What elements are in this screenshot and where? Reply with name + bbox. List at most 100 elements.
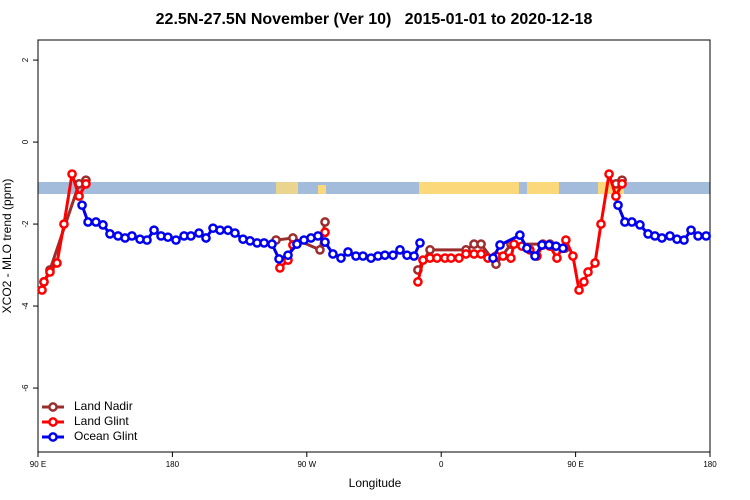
legend-marker [48,417,58,427]
data-point [476,239,486,250]
data-point [579,277,589,287]
data-point [186,231,196,241]
series [77,200,711,264]
land-strip [276,182,298,194]
data-point [679,235,689,245]
data-point [39,277,49,287]
plot-frame [37,39,711,453]
data-point [506,253,516,263]
data-point [432,253,442,263]
data-point [77,200,87,211]
data-point [230,228,240,238]
chart-title: 22.5N-27.5N November (Ver 10) 2015-01-01… [156,11,593,28]
x-tick-label: 90 E [567,460,583,469]
land-strip [318,185,326,194]
legend-label: Land Glint [74,414,129,428]
data-point [275,263,285,273]
data-point [292,239,302,250]
data-point [568,251,578,261]
data-point [488,253,498,263]
data-point [320,227,330,238]
land-strip [419,182,519,194]
data-point [142,235,152,245]
y-tick-label: 2 [21,57,30,62]
data-point [98,220,108,230]
data-point [627,217,637,227]
map-strip [38,182,710,194]
data-point [657,233,667,243]
data-point [320,237,330,247]
data-point [283,250,293,261]
x-tick-label: 180 [166,460,180,469]
data-point [476,249,486,259]
data-point [461,249,471,259]
data-point [320,217,330,227]
data-point [515,230,525,240]
legend-marker [48,402,58,412]
y-tick-label: -4 [21,302,30,310]
x-tick-label: 180 [703,460,717,469]
data-point [388,250,398,261]
data-point [558,243,568,254]
data-point [693,231,703,241]
data-point [59,219,69,229]
series [37,169,627,295]
data-point [446,253,456,263]
legend-label: Ocean Glint [74,429,138,443]
data-point [509,239,519,250]
data-point [613,200,623,211]
data-point [83,217,93,227]
data-point [395,245,405,255]
data-point [37,285,47,295]
data-point [498,251,508,261]
data-point [259,238,269,248]
data-point [604,169,614,179]
x-axis-label: Longitude [349,476,402,490]
data-point [45,267,55,277]
data-point [201,233,211,243]
data-point [267,239,277,250]
series-line [42,178,623,283]
data-point [315,245,325,255]
data-point [194,228,204,238]
y-tick-label: -2 [21,220,30,228]
data-point [701,231,711,241]
data-point [583,267,593,277]
data-point [561,235,571,245]
data-point [590,258,600,268]
data-point [274,254,284,264]
y-axis-label: XCO2 - MLO trend (ppm) [0,179,14,314]
data-point [617,179,627,189]
x-tick-label: 90 E [30,460,46,469]
data-point [611,191,621,202]
land-strip [527,182,559,194]
data-point [81,179,91,189]
data-point [425,245,435,255]
data-point [552,253,562,263]
data-point [574,285,584,295]
data-point [215,225,225,236]
data-point [454,253,464,263]
data-point [149,225,159,236]
x-tick-label: 90 W [297,460,316,469]
data-point [127,231,137,241]
y-tick-label: 0 [21,139,30,144]
data-point [686,225,696,236]
data-point [635,220,645,230]
data-point [336,253,346,263]
data-point [358,251,368,261]
x-tick-label: 0 [439,460,444,469]
data-point [343,247,353,257]
data-point [413,277,423,287]
data-point [105,229,115,239]
legend-marker [48,432,58,442]
data-point [380,250,390,261]
data-point [328,249,338,259]
data-point [163,232,173,243]
data-point [409,251,419,261]
data-point [52,258,62,268]
data-point [495,240,505,250]
data-point [74,191,84,202]
